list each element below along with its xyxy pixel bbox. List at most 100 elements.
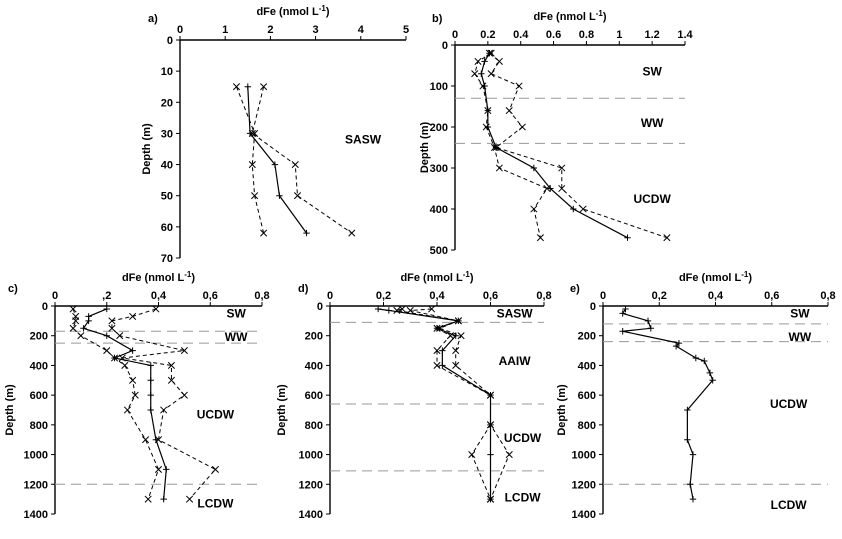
data-point-x	[393, 306, 401, 315]
y-tick-label: 1400	[299, 509, 323, 521]
data-point-plus	[684, 406, 691, 414]
data-point-plus	[530, 164, 538, 172]
data-point-x	[486, 495, 495, 503]
data-point-x	[260, 229, 268, 237]
y-tick-label: 0	[167, 35, 173, 47]
data-point-x	[152, 305, 160, 313]
x-tick-label: 0.6	[546, 29, 561, 41]
y-tick-label: 600	[578, 390, 596, 402]
y-axis-title: Depth (m)	[419, 122, 431, 174]
data-point-x	[398, 305, 406, 313]
data-point-x	[72, 317, 80, 325]
data-point-x	[474, 57, 482, 65]
data-point-x	[110, 354, 119, 362]
data-point-x	[348, 229, 356, 237]
data-point-plus	[103, 332, 110, 339]
water-mass-label: LCDW	[505, 491, 542, 505]
data-point-plus	[675, 339, 683, 347]
data-point-x	[232, 83, 241, 91]
data-point-x	[471, 70, 479, 78]
data-point-plus	[619, 328, 626, 335]
y-tick-label: 400	[305, 360, 323, 372]
x-tick-label: 0,4	[429, 290, 445, 302]
x-tick-label: 0,4	[151, 290, 167, 302]
y-tick-label: 200	[578, 331, 596, 343]
data-point-x	[69, 305, 77, 313]
data-point-plus	[439, 347, 446, 354]
data-point-x	[495, 164, 503, 172]
x-axis-title-sup: -1	[184, 270, 192, 279]
y-tick-label: 600	[305, 390, 323, 402]
data-point-x	[558, 164, 566, 172]
y-tick-label: 40	[161, 160, 173, 172]
panel-1: a)dFe (nmol L-1)Depth (m)0 1 2 3 4 5010203040…	[141, 4, 409, 265]
y-tick-label: 100	[430, 81, 448, 93]
data-point-x	[543, 184, 551, 193]
x-tick-label: 0	[52, 290, 58, 302]
data-point-x	[505, 451, 513, 459]
y-tick-label: 30	[161, 128, 173, 140]
data-point-plus	[147, 362, 154, 369]
data-point-plus	[147, 406, 154, 414]
data-point-plus	[487, 451, 494, 458]
data-point-x	[154, 465, 163, 473]
data-point-plus	[692, 354, 700, 362]
series-line	[111, 308, 217, 500]
y-tick-label: 10	[161, 66, 173, 78]
data-point-x	[487, 70, 495, 78]
y-tick-label: 400	[430, 204, 448, 216]
data-point-x	[492, 143, 500, 152]
data-point-x	[108, 324, 116, 332]
data-point-plus	[385, 307, 393, 314]
data-point-plus	[374, 305, 382, 313]
water-mass-label: UCDW	[633, 192, 671, 206]
x-tick-label: 0,2	[376, 290, 391, 302]
data-point-plus	[689, 451, 697, 458]
data-point-x	[180, 347, 188, 355]
data-point-x	[167, 376, 175, 384]
data-point-x	[485, 49, 494, 57]
data-point-plus	[672, 342, 680, 350]
x-axis-title: dFe (nmol L-1)	[400, 270, 473, 284]
data-point-x	[452, 347, 460, 355]
x-tick-label: 0,8	[820, 290, 835, 302]
data-point-x	[433, 361, 441, 369]
data-point-plus	[147, 391, 154, 399]
x-axis-title: dFe (nmol L-1)	[533, 9, 606, 23]
x-tick-label: 1	[222, 24, 228, 36]
y-axis-title: Depth (m)	[276, 384, 288, 436]
x-axis-title-end: )	[603, 11, 607, 23]
water-mass-label: WW	[225, 330, 248, 344]
y-tick-label: 600	[30, 390, 48, 402]
water-mass-label: SASW	[345, 133, 382, 147]
x-tick-label: 3	[313, 24, 319, 36]
x-axis-title-end: )	[748, 272, 752, 284]
x-tick-label: 0	[327, 290, 333, 302]
x-tick-label: 2	[267, 24, 273, 36]
panel-5: e) dFe (nmol L-1) Depth (m) 0 0,2 0,4 0,6 0,8 0 2…	[556, 270, 836, 521]
data-point-plus	[163, 466, 170, 473]
data-point-x	[663, 234, 671, 242]
data-point-x	[515, 82, 523, 90]
data-point-x	[144, 495, 152, 503]
x-tick-label: 0,8	[254, 290, 269, 302]
y-axis-title: Depth (m)	[4, 384, 16, 436]
data-point-x	[486, 391, 495, 399]
data-point-x	[185, 495, 194, 503]
data-point-x	[129, 312, 137, 320]
panel-2: b) dFe (nmol L-1) Depth (m) 0 0.2 0.4 0.6 0.8 1 1…	[419, 9, 694, 257]
data-point-x	[436, 324, 444, 332]
data-point-x	[518, 123, 526, 131]
y-tick-label: 200	[430, 122, 448, 134]
y-tick-label: 200	[305, 331, 323, 343]
data-point-x	[505, 107, 513, 115]
water-mass-label: WW	[641, 116, 664, 130]
y-tick-label: 60	[161, 222, 173, 234]
data-point-x	[123, 406, 132, 414]
data-point-x	[482, 123, 490, 131]
y-tick-label: 70	[161, 253, 173, 265]
y-tick-label: 1200	[24, 479, 48, 491]
data-point-plus	[303, 229, 310, 237]
data-point-plus	[709, 377, 716, 384]
data-point-x	[468, 451, 476, 459]
